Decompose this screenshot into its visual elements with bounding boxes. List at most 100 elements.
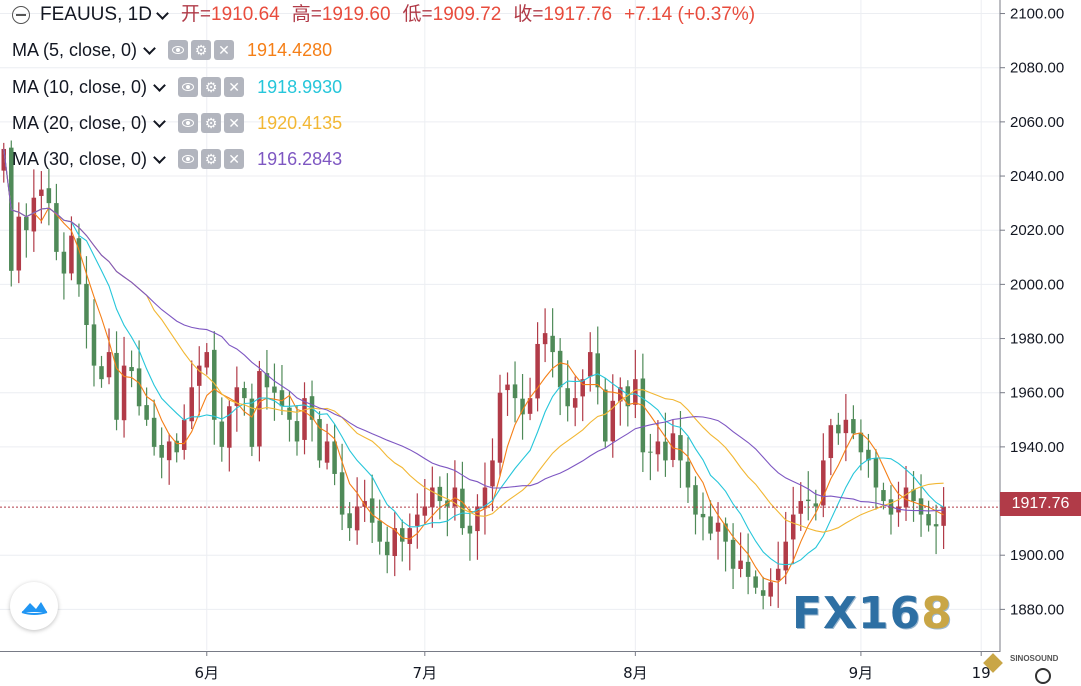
gear-icon[interactable]: ⚙ — [201, 149, 222, 169]
candle — [415, 493, 420, 549]
candles — [1, 140, 946, 610]
candle — [775, 541, 781, 608]
chevron-down-icon[interactable] — [153, 114, 166, 128]
candle-body — [587, 352, 593, 377]
candle-body — [783, 541, 788, 571]
indicator-ma20[interactable]: MA (20, close, 0) ⚙ ✕ 1920.4135 — [12, 111, 342, 135]
candle-body — [738, 560, 743, 569]
candle-body — [159, 444, 164, 458]
candle-body — [279, 390, 285, 407]
candle — [693, 476, 698, 535]
candle — [550, 308, 555, 378]
candle — [354, 477, 360, 545]
candle-body — [881, 490, 886, 502]
candle-body — [873, 458, 879, 488]
candle — [144, 387, 149, 426]
eye-icon[interactable] — [168, 40, 189, 60]
candle-body — [39, 189, 44, 196]
indicator-name[interactable]: MA (5, close, 0) — [12, 40, 138, 60]
tradingview-logo-button[interactable] — [10, 582, 58, 630]
candle-body — [347, 513, 352, 529]
watermark-text: FX16 — [792, 588, 922, 639]
candle — [430, 466, 435, 528]
indicator-name[interactable]: MA (10, close, 0) — [12, 77, 148, 97]
collapse-legend-icon[interactable] — [12, 6, 30, 24]
chevron-down-icon[interactable] — [143, 41, 156, 55]
gear-icon[interactable]: ⚙ — [201, 113, 222, 133]
candle-body — [708, 516, 713, 534]
change-value: +7.14 (+0.37%) — [624, 4, 756, 25]
candle-body — [1, 148, 7, 171]
candle — [685, 437, 691, 503]
chevron-down-icon[interactable] — [153, 78, 166, 92]
price-tick-label: 1880.00 — [1010, 601, 1064, 618]
candle — [730, 523, 736, 589]
candle — [302, 382, 307, 455]
candle-body — [941, 507, 946, 526]
low-value: 1909.72 — [432, 4, 502, 25]
candle — [655, 420, 661, 472]
indicator-ma30[interactable]: MA (30, close, 0) ⚙ ✕ 1916.2843 — [12, 147, 342, 171]
close-icon[interactable]: ✕ — [224, 77, 245, 97]
candle-body — [610, 400, 616, 442]
chevron-down-icon[interactable] — [153, 150, 166, 164]
candle — [580, 369, 585, 422]
candle-body — [430, 487, 435, 508]
candle-body — [843, 419, 849, 434]
candle-body — [166, 441, 172, 461]
eye-icon[interactable] — [178, 77, 199, 97]
candle — [557, 338, 563, 416]
indicator-ma10[interactable]: MA (10, close, 0) ⚙ ✕ 1918.9930 — [12, 75, 342, 99]
close-icon[interactable]: ✕ — [224, 149, 245, 169]
candle-body — [242, 388, 247, 399]
candle — [512, 361, 518, 423]
candle-body — [204, 352, 210, 368]
candle — [159, 427, 164, 479]
candle-body — [790, 514, 796, 540]
candle-body — [482, 487, 488, 509]
indicator-name[interactable]: MA (20, close, 0) — [12, 113, 148, 133]
candle-body — [76, 238, 82, 285]
sinosound-logo: SINOSOUND — [1010, 654, 1059, 663]
eye-icon[interactable] — [178, 113, 199, 133]
candle-body — [806, 499, 811, 502]
symbol-name[interactable]: FEAUUS, 1D — [40, 4, 152, 25]
gear-icon[interactable]: ⚙ — [191, 40, 212, 60]
close-icon[interactable]: ✕ — [224, 113, 245, 133]
candle-body — [16, 216, 22, 271]
candle-body — [595, 353, 600, 388]
price-axis: 1880.001900.001920.001940.001960.001980.… — [1000, 6, 1064, 618]
candle-body — [520, 398, 525, 415]
candle-body — [760, 590, 766, 596]
indicator-ma5[interactable]: MA (5, close, 0) ⚙ ✕ 1914.4280 — [12, 38, 332, 62]
candle-body — [821, 460, 826, 506]
price-tick-label: 2060.00 — [1010, 114, 1064, 131]
candle — [745, 533, 751, 595]
open-value: 1910.64 — [211, 4, 280, 25]
close-icon[interactable]: ✕ — [214, 40, 235, 60]
candle-body — [121, 365, 127, 421]
eye-icon[interactable] — [178, 149, 199, 169]
candle — [843, 394, 849, 462]
candle-body — [836, 424, 841, 434]
chevron-down-icon[interactable] — [156, 6, 169, 20]
candle — [407, 513, 413, 571]
indicator-name[interactable]: MA (30, close, 0) — [12, 149, 148, 169]
candle-body — [84, 283, 89, 325]
candle-body — [512, 384, 518, 399]
candle — [181, 404, 187, 460]
candle — [490, 438, 495, 512]
gear-icon[interactable]: ⚙ — [201, 77, 222, 97]
candle — [31, 169, 37, 252]
candle-body — [542, 333, 548, 345]
candle-body — [437, 486, 443, 502]
time-tick-label: 9月 — [849, 664, 874, 682]
price-tick-label: 2080.00 — [1010, 60, 1064, 77]
candle-body — [377, 520, 382, 542]
candle-body — [384, 541, 390, 556]
candle-body — [294, 421, 300, 442]
candle-body — [911, 489, 916, 502]
fx168-watermark: FX168 — [792, 588, 953, 639]
candle — [542, 308, 548, 363]
